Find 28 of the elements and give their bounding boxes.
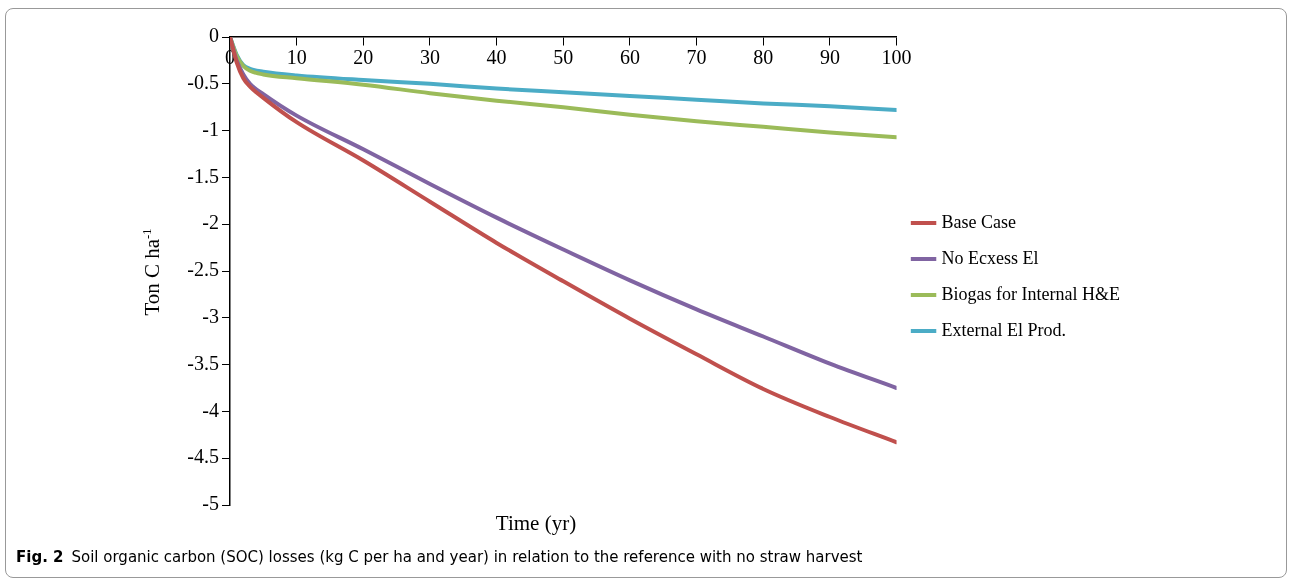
legend-label: No Ecxess El <box>941 247 1039 268</box>
y-tick-label: -1 <box>202 117 219 140</box>
text: Soil organic carbon (SOC) losses (kg C per ha and year) in relation to the reference with no straw harvest <box>71 548 863 566</box>
y-tick-label: -5 <box>202 492 219 515</box>
x-tick-label: 80 <box>753 46 774 69</box>
y-tick-label: 0 <box>209 24 219 47</box>
y-tick-label: -3.5 <box>187 351 219 374</box>
x-tick-label: 30 <box>419 46 440 69</box>
y-tick-label: -2.5 <box>187 258 219 281</box>
y-tick-label: -4 <box>202 398 219 421</box>
y-tick-label: -0.5 <box>187 71 219 94</box>
x-tick-label: 90 <box>819 46 840 69</box>
legend-label: External El Prod. <box>941 319 1067 340</box>
y-tick-label: -1.5 <box>187 164 219 187</box>
x-axis-title: Time (yr) <box>495 510 577 536</box>
legend-label: Biogas for Internal H&E <box>941 283 1120 304</box>
x-tick-label: 100 <box>881 46 912 69</box>
x-tick-label: 70 <box>686 46 707 69</box>
x-tick-label: 40 <box>486 46 507 69</box>
legend-label: Base Case <box>941 211 1017 232</box>
y-tick-label: -3 <box>202 305 219 328</box>
x-tick-label: 50 <box>553 46 574 69</box>
y-tick-label: -4.5 <box>187 445 219 468</box>
y-tick-label: -2 <box>202 211 219 234</box>
caption: Fig. 2 <box>16 548 64 566</box>
x-tick-label: 60 <box>619 46 640 69</box>
x-tick-label: 10 <box>286 46 307 69</box>
x-tick-label: 20 <box>353 46 374 69</box>
